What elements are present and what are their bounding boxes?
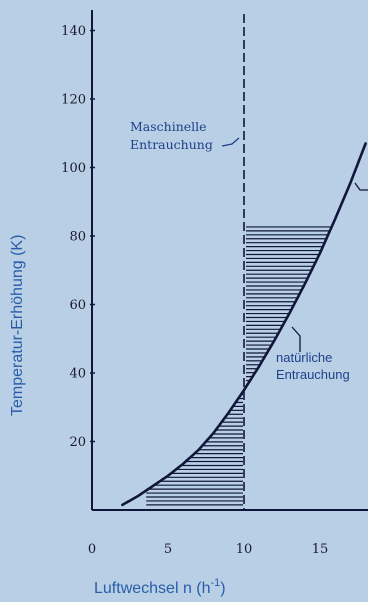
hatch-group [146,226,331,506]
x-axis-label-main: Luftwechsel n (h [94,580,211,597]
y-tick-label: 60 [69,298,86,313]
y-tick-label: 80 [69,230,86,245]
maschinelle-label-line1: Maschinelle [130,119,207,134]
x-tick-label: 15 [312,542,329,557]
natuerliche-label-line1: natürliche [276,350,332,365]
series-curve [121,142,367,507]
annotation-natuerliche: natürliche Entrauchung [276,182,368,382]
x-tick-label: 10 [236,542,253,557]
x-axis-label: Luftwechsel n (h-1) [94,577,226,597]
curve-group [121,142,367,507]
natuerliche-label-line2: Entrauchung [276,367,350,382]
maschinelle-label-line2: Entrauchung [130,137,213,152]
y-tick-label: 20 [69,435,86,450]
y-tick-label: 120 [61,93,86,108]
x-axis-label-exponent: -1 [211,577,221,589]
annotation-maschinelle: Maschinelle Entrauchung [130,119,240,152]
y-tick-label: 100 [61,161,86,176]
axes-group [91,10,368,511]
x-tick-label: 5 [164,542,172,557]
natuerliche-leader [291,326,301,352]
curve-top-leader [354,182,368,191]
y-tick-label: 140 [61,24,86,39]
y-tick-label: 40 [69,367,86,382]
ticks-group: 20 40 60 80 100 120 140 0 5 10 15 [61,24,328,557]
maschinelle-leader [221,137,240,147]
x-tick-label: 0 [88,542,96,557]
x-axis-label-close: ) [220,580,225,597]
y-axis-label: Temperatur-Erhöhung (K) [9,235,26,416]
